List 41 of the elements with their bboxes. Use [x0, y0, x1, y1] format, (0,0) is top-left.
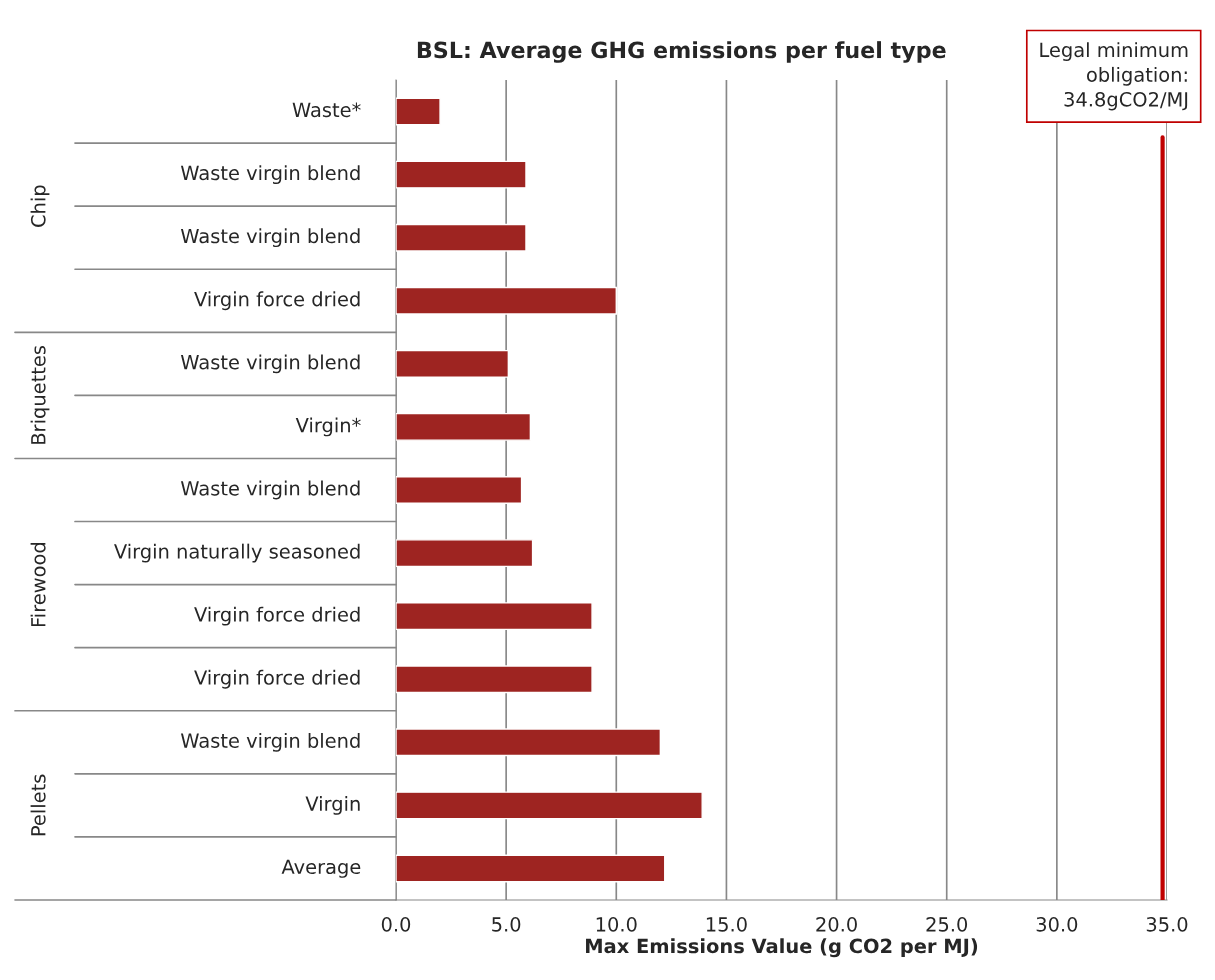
y-tick-label: Virgin force dried — [194, 606, 360, 626]
y-tick-label: Average — [281, 859, 361, 878]
y-tick-label: Waste* — [292, 102, 361, 118]
text: Chip — [30, 185, 50, 227]
bar — [396, 286, 617, 315]
x-tick-label: 30.0 — [1036, 917, 1078, 932]
bar — [396, 728, 662, 757]
bar — [396, 665, 593, 694]
x-tick-label: 15.0 — [706, 917, 747, 932]
x-tick-label: 5.0 — [492, 917, 521, 932]
chart-title: BSL: Average GHG emissions per fuel type — [417, 41, 946, 63]
text: Briquettes — [30, 345, 50, 444]
ref-line-label: Legal minimum obligation: 34.8gCO2/MJ — [1040, 42, 1188, 111]
y-tick-label: Virgin* — [295, 417, 361, 437]
x-tick-label: 35.0 — [1146, 917, 1188, 932]
y-tick-label: Waste virgin blend — [180, 228, 360, 248]
text: Firewood — [30, 543, 46, 627]
bar — [396, 602, 593, 631]
y-tick-label: Waste virgin blend — [180, 732, 360, 752]
y-tick-label: Virgin force dried — [194, 291, 360, 311]
text: Pellets — [30, 774, 46, 836]
bar — [396, 349, 510, 378]
y-tick-label: Virgin force dried — [194, 669, 360, 689]
bar — [396, 791, 703, 820]
x-tick-label: 20.0 — [816, 917, 857, 932]
bar — [396, 97, 441, 126]
x-tick-label: 0.0 — [381, 917, 411, 932]
bar — [396, 223, 527, 252]
x-axis-title: Max Emissions Value (g CO2 per MJ) — [586, 938, 978, 958]
bar — [396, 854, 666, 883]
y-tick-label: Virgin — [305, 795, 360, 815]
y-tick-label: Waste virgin blend — [180, 480, 360, 500]
y-tick-label: Waste virgin blend — [180, 354, 360, 374]
bar — [396, 539, 534, 568]
bar — [396, 160, 527, 189]
x-tick-label: 25.0 — [926, 917, 968, 932]
bar — [396, 476, 523, 504]
x-tick-label: 10.0 — [596, 917, 637, 932]
y-tick-label: Virgin naturally seasoned — [114, 543, 360, 563]
bar — [396, 412, 532, 441]
y-tick-label: Waste virgin blend — [180, 165, 360, 185]
